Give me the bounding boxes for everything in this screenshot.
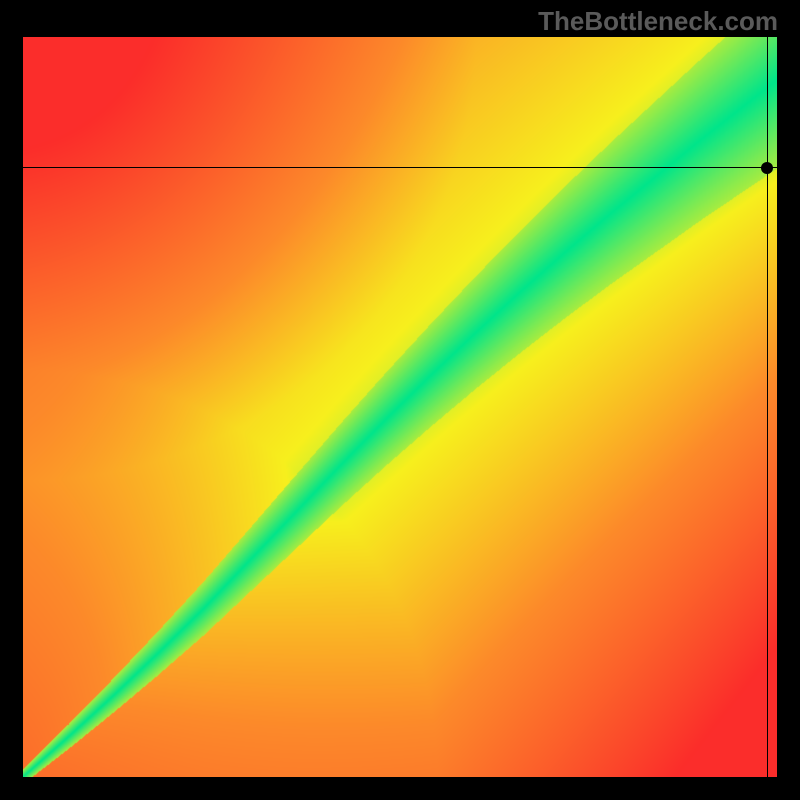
crosshair-vertical — [767, 37, 768, 777]
chart-container: TheBottleneck.com — [0, 0, 800, 800]
watermark-text: TheBottleneck.com — [538, 6, 778, 37]
crosshair-horizontal — [23, 167, 777, 168]
bottleneck-heatmap — [23, 37, 777, 777]
